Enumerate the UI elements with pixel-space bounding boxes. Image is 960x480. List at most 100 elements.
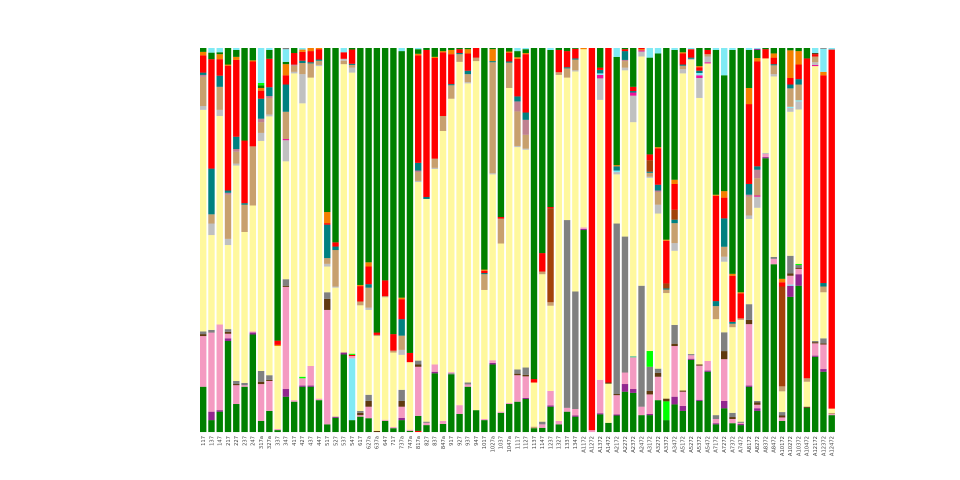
- bar-segment: [729, 275, 736, 322]
- bar-segment: [415, 49, 422, 54]
- bar-segment: [266, 116, 273, 376]
- bar-segment: [249, 331, 257, 333]
- bar-segment: [638, 285, 645, 407]
- bar-segment: [489, 174, 496, 361]
- bar-segment: [241, 382, 248, 386]
- bar-segment: [596, 379, 604, 414]
- x-tick-label: A2172: [615, 436, 621, 453]
- bar-segment: [282, 49, 290, 62]
- bar-segment: [381, 420, 389, 433]
- x-tick-label: 1037: [499, 436, 505, 449]
- bar-segment: [572, 408, 579, 416]
- bar-segment: [299, 386, 306, 433]
- bar-segment: [208, 48, 215, 53]
- bar-segment: [472, 410, 480, 433]
- bar-segment: [712, 418, 720, 424]
- bar-segment: [778, 386, 786, 392]
- bar-segment: [423, 198, 430, 422]
- x-tick-label: A8272: [755, 436, 761, 453]
- bar-segment: [654, 190, 662, 193]
- bar-segment: [497, 411, 505, 413]
- x-tick-label: 547: [350, 436, 356, 446]
- bar-segment: [365, 287, 372, 308]
- bar-segment: [679, 52, 687, 54]
- bar-segment: [654, 213, 662, 369]
- bar-segment: [787, 255, 794, 274]
- bar-A2272: [621, 48, 629, 433]
- bar-segment: [539, 271, 546, 275]
- x-tick-label: 237: [242, 436, 248, 446]
- bar-segment: [200, 51, 207, 56]
- bar-segment: [745, 104, 753, 184]
- bar-segment: [671, 179, 678, 184]
- bar-segment: [398, 354, 405, 390]
- bar-segment: [745, 304, 753, 320]
- bar-segment: [365, 307, 372, 310]
- bar-segment: [233, 403, 240, 433]
- bar-segment: [398, 389, 405, 401]
- bar-637a: [373, 48, 381, 433]
- bar-segment: [828, 412, 835, 414]
- bar-segment: [679, 73, 687, 391]
- bar-segment: [208, 168, 215, 215]
- x-tick-label: 917: [449, 436, 455, 446]
- bar-segment: [654, 147, 662, 149]
- bar-segment: [754, 402, 761, 405]
- bar-segment: [820, 344, 827, 370]
- bar-segment: [514, 369, 521, 374]
- bar-segment: [638, 48, 645, 50]
- bar-segment: [282, 61, 290, 65]
- bar-segment: [522, 374, 529, 377]
- bar-817a: [415, 48, 422, 433]
- x-tick-label: A8472: [772, 436, 778, 453]
- bar-segment: [448, 98, 455, 373]
- bar-segment: [290, 52, 298, 65]
- bar-segment: [266, 58, 273, 88]
- bar-A3172: [646, 48, 653, 433]
- bar-147: [216, 48, 223, 433]
- x-tick-label: 1137: [532, 436, 538, 449]
- bar-segment: [448, 373, 455, 375]
- bar-segment: [795, 109, 802, 264]
- x-tick-label: A1272: [590, 436, 596, 453]
- bar-segment: [398, 48, 405, 52]
- bar-segment: [315, 60, 323, 65]
- x-tick-label: A3372: [664, 436, 670, 453]
- bar-segment: [274, 344, 281, 347]
- bar-segment: [745, 215, 753, 219]
- bar-segment: [365, 406, 372, 419]
- x-tick-label: 1337: [565, 436, 571, 449]
- bar-segment: [828, 49, 835, 409]
- bar-segment: [315, 49, 323, 60]
- bar-segment: [745, 319, 753, 325]
- bar-segment: [687, 59, 695, 355]
- bar-A2472: [638, 48, 645, 433]
- bar-segment: [522, 134, 529, 149]
- bar-segment: [704, 371, 711, 433]
- bar-segment: [299, 74, 306, 104]
- bar-segment: [754, 207, 761, 401]
- bar-segment: [646, 394, 653, 414]
- bar-segment: [580, 230, 587, 433]
- bar-segment: [530, 382, 538, 427]
- bar-segment: [522, 54, 529, 113]
- bar-A10372: [795, 48, 802, 433]
- bar-segment: [514, 147, 521, 370]
- bar-segment: [745, 49, 753, 88]
- bar-segment: [605, 48, 612, 383]
- bar-segment: [307, 63, 314, 78]
- bar-segment: [324, 263, 331, 267]
- bar-segment: [787, 48, 794, 51]
- bar-segment: [340, 64, 347, 353]
- bar-segment: [224, 338, 232, 342]
- bar-segment: [266, 379, 273, 381]
- bar-segment: [828, 408, 835, 413]
- bar-segment: [415, 180, 422, 183]
- bar-segment: [704, 49, 711, 55]
- bar-segment: [572, 415, 579, 417]
- bar-segment: [522, 112, 529, 120]
- bar-segment: [696, 400, 703, 433]
- bar-segment: [737, 423, 744, 426]
- bar-segment: [472, 61, 480, 411]
- bar-segment: [671, 49, 678, 180]
